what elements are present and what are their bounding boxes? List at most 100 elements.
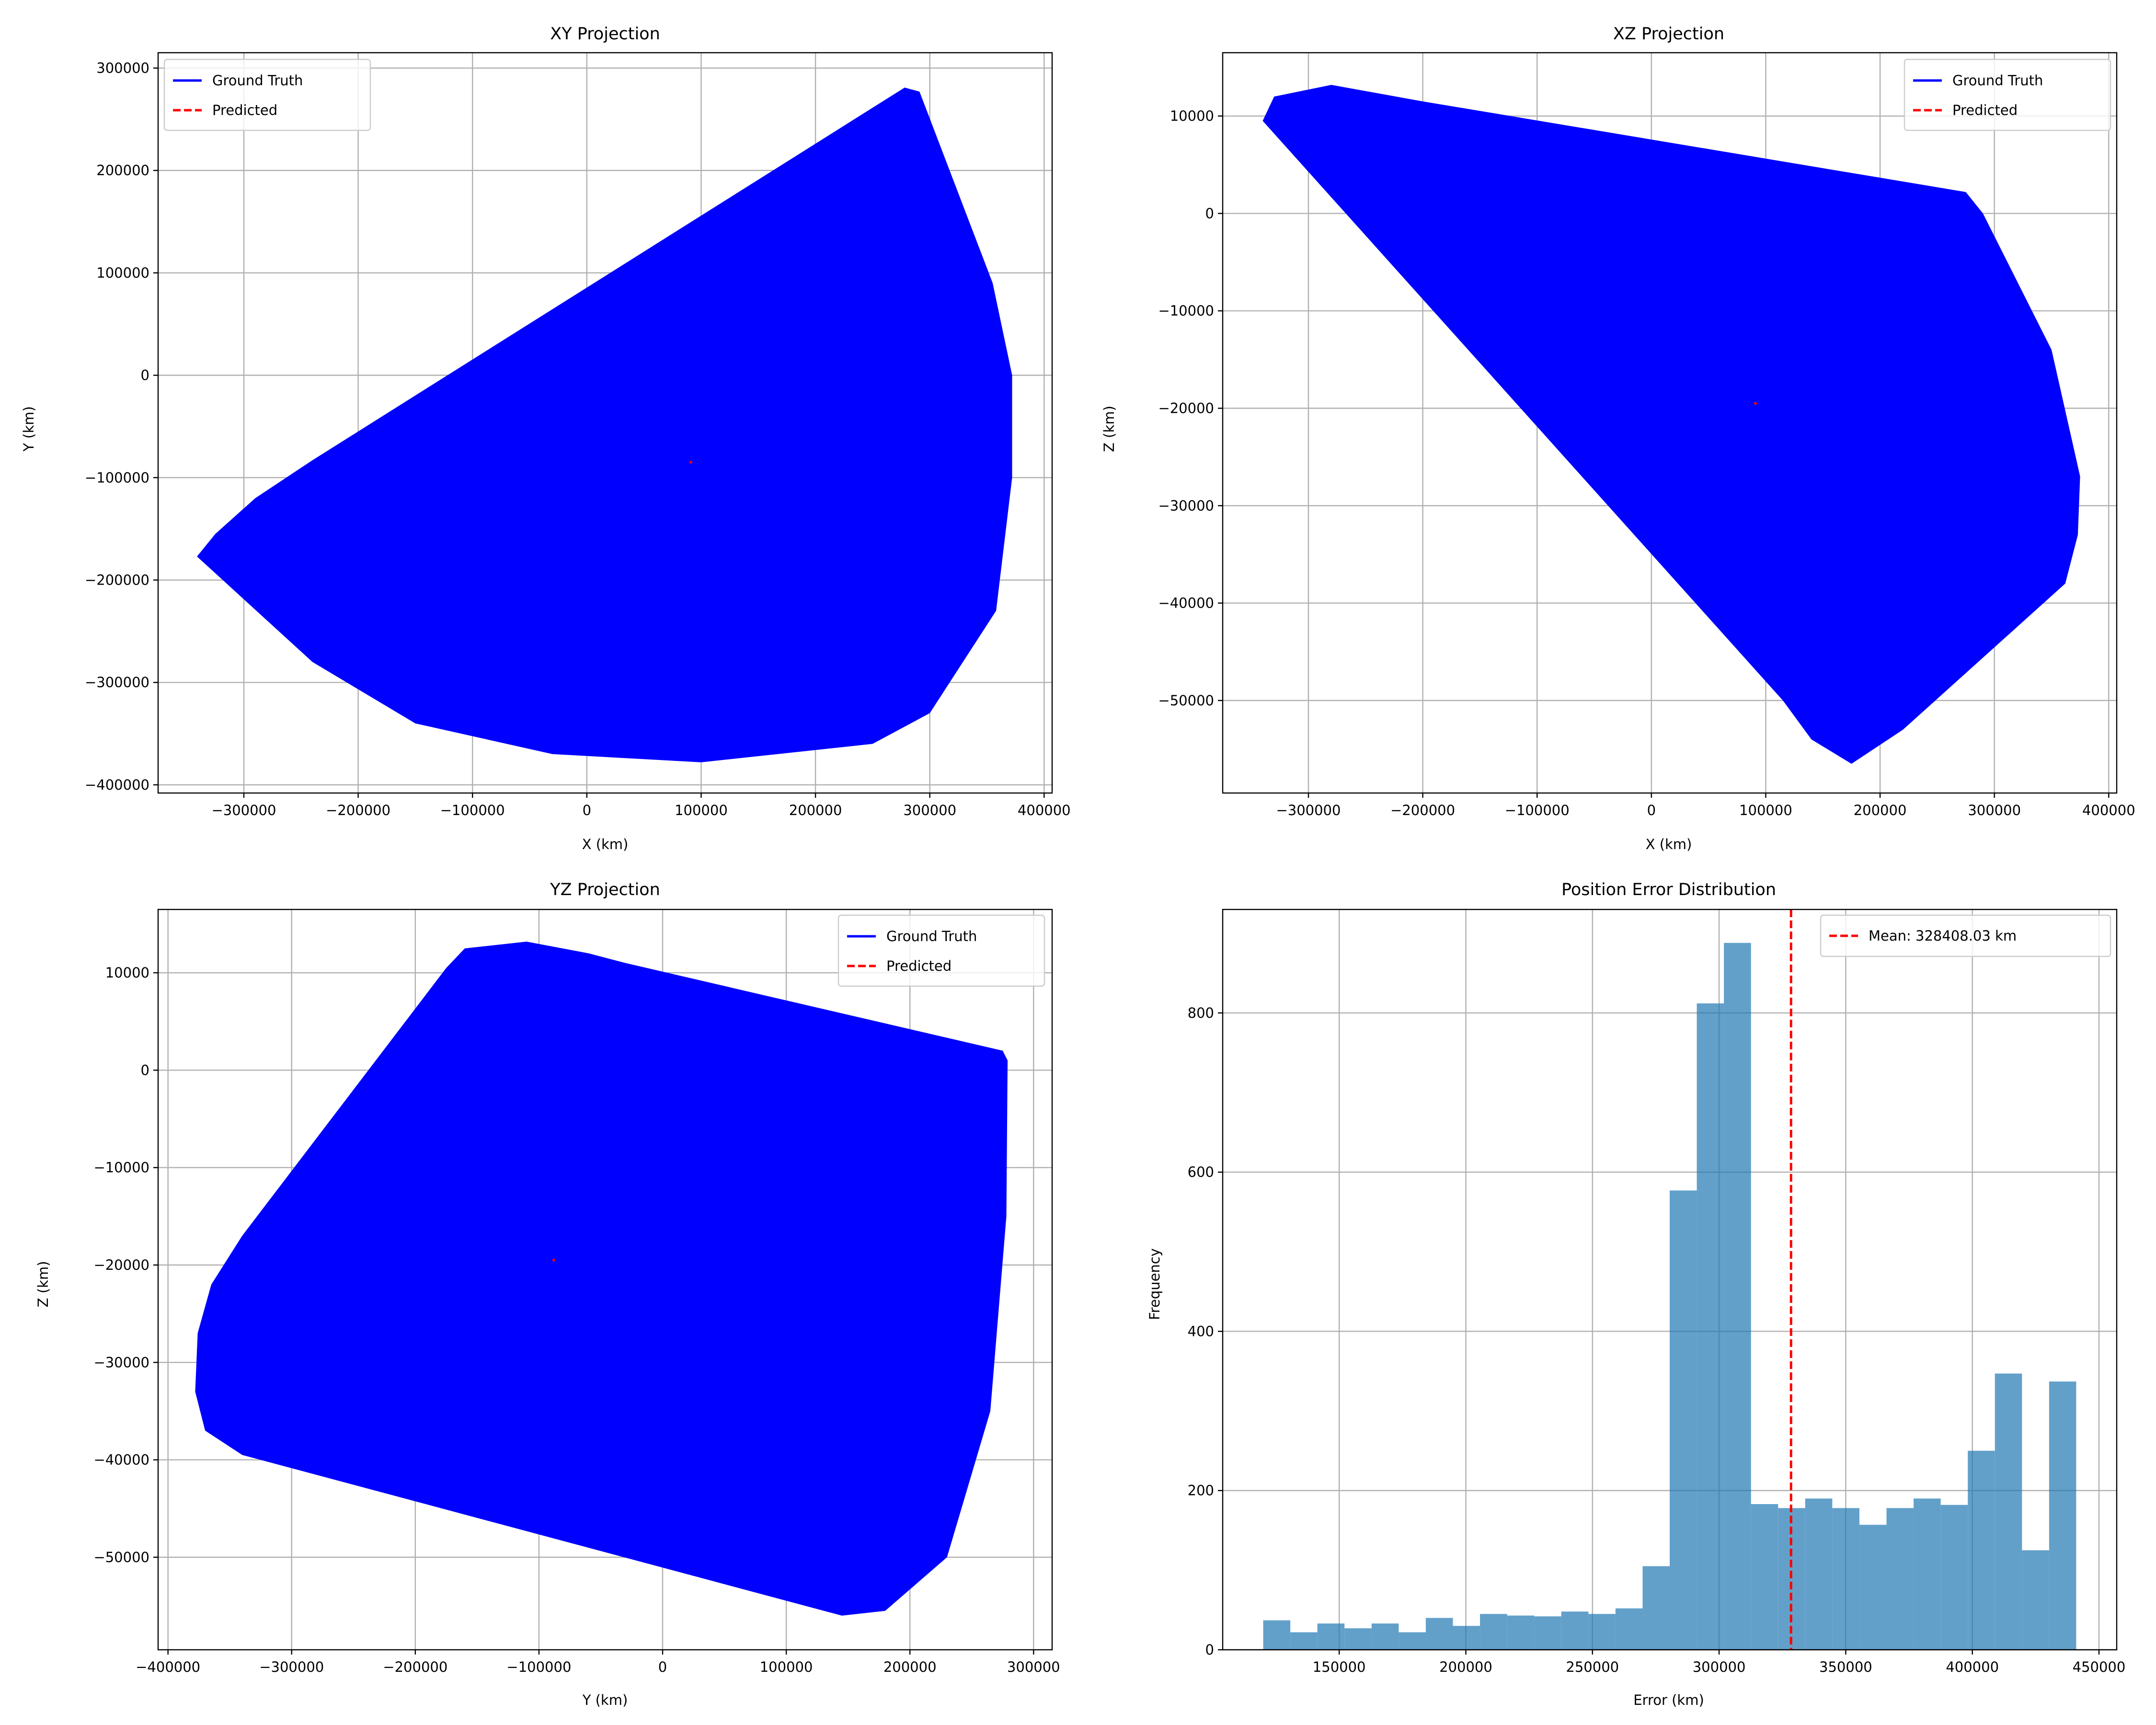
yz-axes-frame: [157, 908, 1053, 1651]
hist-xtick-label: 250000: [1566, 1659, 1619, 1675]
yz-ytick-label: −40000: [93, 1452, 149, 1468]
xz-xtick-label: 300000: [1968, 802, 2021, 818]
xy-xtick-label: 400000: [1018, 802, 1071, 818]
hist-ytick-label: 0: [1205, 1642, 1214, 1658]
hist-xlabel: Error (km): [1633, 1692, 1704, 1708]
xz-ground-truth-region: [1262, 85, 2080, 764]
xz-legend-predicted-label: Predicted: [1952, 102, 2018, 118]
hist-bar: [1425, 1618, 1453, 1650]
xy-predicted-point: [689, 460, 692, 464]
hist-bar: [1290, 1632, 1318, 1650]
xz-ytick-label: −10000: [1158, 303, 1214, 319]
xz-ylabel: Z (km): [1101, 406, 1117, 452]
xy-legend-predicted-label: Predicted: [212, 102, 277, 118]
xy-ytick-label: 200000: [96, 162, 149, 179]
xz-ytick-label: −40000: [1158, 595, 1214, 611]
yz-xtick-label: −100000: [506, 1659, 571, 1675]
hist-xtick-label: 350000: [1819, 1659, 1872, 1675]
hist-bar: [1480, 1614, 1507, 1650]
xy-ytick-label: −300000: [85, 674, 149, 690]
yz-ytick-label: −30000: [93, 1354, 149, 1370]
xz-xtick-label: 100000: [1739, 802, 1792, 818]
yz-ticks: −400000 −300000 −200000 −100000 0 100000 20000…: [93, 965, 1060, 1675]
hist-bars: [1263, 943, 2076, 1650]
yz-xtick-label: 200000: [883, 1659, 937, 1675]
hist-bar: [1832, 1508, 1859, 1650]
hist-title: Position Error Distribution: [1561, 880, 1776, 899]
yz-xtick-label: 300000: [1007, 1659, 1060, 1675]
hist-bar: [1263, 1620, 1291, 1650]
yz-xtick-label: −200000: [383, 1659, 447, 1675]
hist-xtick-label: 450000: [2073, 1659, 2126, 1675]
xy-ytick-label: 300000: [96, 60, 149, 76]
hist-bar: [1588, 1614, 1616, 1650]
hist-ylabel: Frequency: [1147, 1248, 1163, 1320]
xz-ytick-label: −50000: [1158, 692, 1214, 709]
yz-ground-truth-region: [195, 942, 1008, 1616]
yz-legend: Ground Truth Predicted: [837, 914, 1045, 987]
xz-title: XZ Projection: [1613, 24, 1724, 44]
yz-xtick-label: 0: [658, 1659, 667, 1675]
xy-ytick-label: 0: [141, 367, 149, 383]
xy-ytick-label: −400000: [85, 777, 149, 793]
xy-xtick-label: −200000: [326, 802, 390, 818]
xy-ytick-label: −100000: [85, 470, 149, 486]
yz-ytick-label: −50000: [93, 1549, 149, 1565]
yz-legend-predicted-label: Predicted: [886, 958, 952, 974]
yz-xtick-label: −300000: [259, 1659, 324, 1675]
xy-xtick-label: 0: [583, 802, 591, 818]
hist-bar: [1886, 1508, 1914, 1650]
yz-legend-box: [837, 914, 1045, 987]
xz-xlabel: X (km): [1646, 836, 1692, 852]
hist-bar: [1940, 1505, 1968, 1650]
xz-ytick-label: −20000: [1158, 400, 1214, 416]
hist-bar: [1968, 1450, 1995, 1650]
xy-axes-frame: [157, 52, 1053, 794]
yz-ytick-label: −20000: [93, 1257, 149, 1273]
yz-xlabel: Y (km): [582, 1692, 628, 1708]
xz-ytick-label: −30000: [1158, 497, 1214, 514]
hist-bar: [1371, 1623, 1399, 1650]
hist-xtick-label: 300000: [1693, 1659, 1746, 1675]
hist-ytick-label: 400: [1188, 1323, 1214, 1339]
xz-legend: Ground Truth Predicted: [1904, 58, 2111, 131]
hist-bar: [1751, 1504, 1778, 1650]
xy-xtick-label: −300000: [211, 802, 276, 818]
hist-bar: [1697, 1003, 1724, 1650]
yz-xtick-label: −400000: [136, 1659, 200, 1675]
hist-bar: [1534, 1616, 1561, 1650]
hist-bar: [1642, 1566, 1670, 1650]
hist-bar: [1317, 1623, 1345, 1650]
xy-xtick-label: 100000: [675, 802, 728, 818]
hist-bar: [1995, 1373, 2022, 1650]
yz-xtick-label: 100000: [760, 1659, 813, 1675]
xy-legend-ground-truth-label: Ground Truth: [212, 72, 303, 89]
hist-bar: [1561, 1611, 1589, 1650]
xy-ytick-label: −200000: [85, 572, 149, 588]
hist-legend: Mean: 328408.03 km: [1820, 914, 2111, 957]
xy-xlabel: X (km): [582, 836, 629, 852]
xz-legend-box: [1904, 58, 2111, 131]
xy-ticks: −300000 −200000 −100000 0 100000 200000 300000…: [85, 60, 1071, 818]
panel-xz: XZ Projection −300000 −200000 −100000 0 1000…: [1101, 24, 2135, 852]
yz-ytick-label: 10000: [105, 965, 149, 981]
xz-xtick-label: 0: [1647, 802, 1656, 818]
xy-legend: Ground Truth Predicted: [163, 58, 371, 131]
hist-bar: [2049, 1381, 2076, 1650]
xz-xtick-label: 400000: [2082, 802, 2135, 818]
xz-ytick-label: 0: [1205, 205, 1214, 221]
hist-xtick-label: 200000: [1439, 1659, 1492, 1675]
hist-bar: [1805, 1498, 1833, 1650]
hist-ytick-label: 800: [1188, 1005, 1214, 1021]
panel-yz: YZ Projection −400000 −300000 −200000 −1000…: [35, 880, 1060, 1708]
hist-bar: [1615, 1608, 1643, 1650]
hist-bar: [1670, 1190, 1697, 1650]
panel-xy: XY Projection −300000 −200000 −100000 0 1000…: [21, 24, 1071, 852]
xy-ground-truth-region: [197, 87, 1012, 762]
xz-xtick-label: −100000: [1505, 802, 1570, 818]
hist-legend-box: [1820, 914, 2111, 957]
hist-ytick-label: 600: [1188, 1164, 1214, 1180]
xy-xtick-label: −100000: [440, 802, 505, 818]
xy-legend-box: [163, 58, 371, 131]
